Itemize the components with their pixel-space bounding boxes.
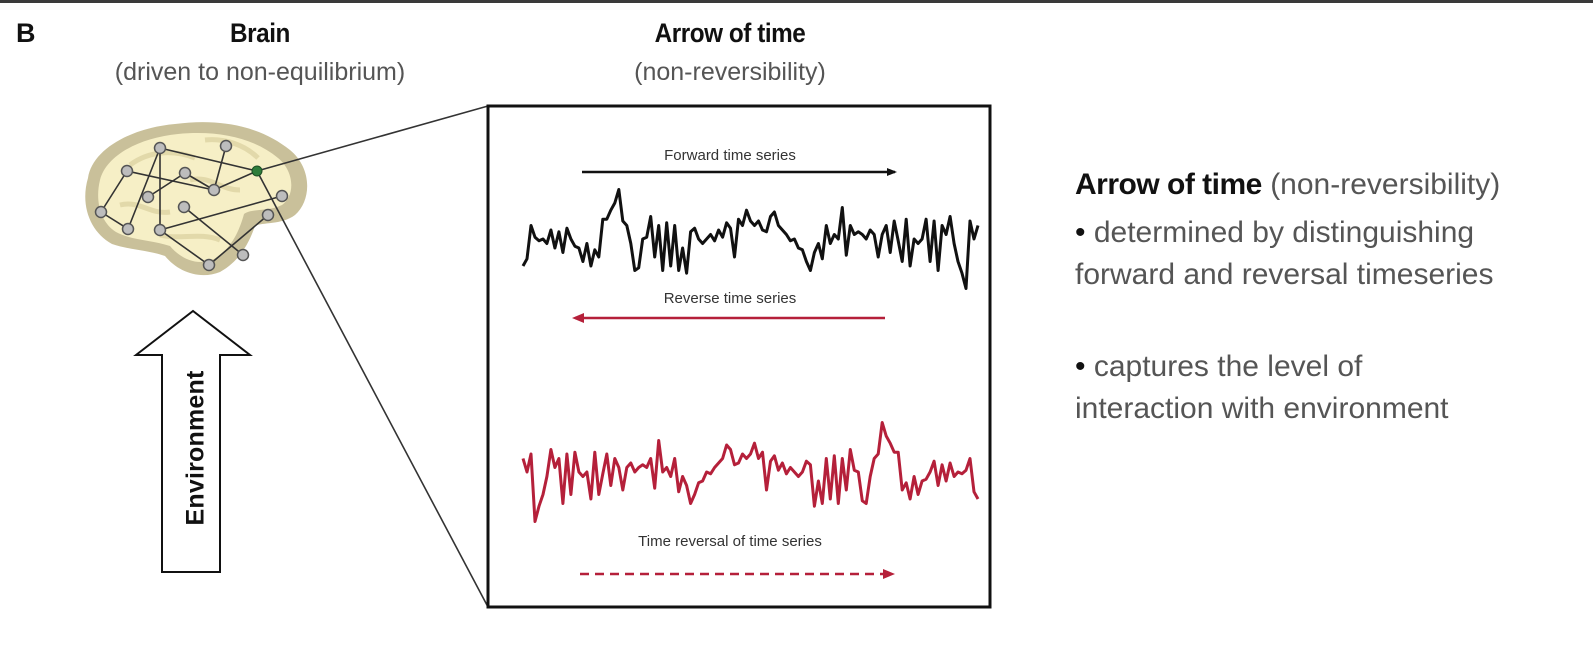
- network-node: [207, 183, 221, 197]
- bullet-1-line-2: forward and reversal timeseries: [1075, 258, 1494, 291]
- environment-arrow: [133, 309, 253, 573]
- network-node: [153, 223, 167, 237]
- network-node: [120, 164, 134, 178]
- explanation-bullet-2: • captures the level of interaction with…: [1075, 346, 1449, 430]
- arrow-of-time-title: Arrow of time: [654, 18, 806, 48]
- time-reversed-series-line: [521, 421, 980, 523]
- brain-network-edges: [100, 105, 489, 608]
- bullet-2-line-1: captures the level of: [1085, 350, 1363, 383]
- arrow-of-time-subtitle: (non-reversibility): [634, 58, 826, 86]
- bullet-2-line-2: interaction with environment: [1075, 392, 1449, 425]
- explanation-bullet-1: • determined by distinguishing forward a…: [1075, 212, 1494, 296]
- network-node: [177, 200, 191, 214]
- forward-time-series-line: [521, 188, 980, 290]
- explanation-heading-bold: Arrow of time: [1075, 168, 1262, 201]
- brain-network-nodes: [94, 139, 289, 272]
- network-node: [153, 141, 167, 155]
- explanation-heading: Arrow of time (non-reversibility): [1075, 168, 1500, 202]
- bullet-1-line-1: determined by distinguishing: [1085, 216, 1475, 249]
- network-node: [121, 222, 135, 236]
- network-node: [202, 258, 216, 272]
- brain-title: Brain: [230, 18, 290, 48]
- time-reversal-label: Time reversal of time series: [638, 533, 822, 550]
- zoom-box: [486, 104, 992, 609]
- network-node: [236, 248, 250, 262]
- network-node: [141, 190, 155, 204]
- bullet-icon: •: [1075, 350, 1086, 383]
- network-node: [178, 166, 192, 180]
- network-node: [94, 205, 108, 219]
- network-node: [219, 139, 233, 153]
- reverse-time-series-label: Reverse time series: [663, 290, 797, 307]
- panel-label: B: [16, 18, 36, 48]
- highlighted-network-node: [251, 165, 263, 177]
- environment-label: Environment: [181, 370, 210, 526]
- forward-time-series-label: Forward time series: [664, 147, 796, 164]
- network-node: [261, 208, 275, 222]
- brain-illustration: [85, 122, 308, 276]
- top-border: [0, 0, 1593, 3]
- bullet-icon: •: [1075, 216, 1086, 249]
- brain-inner: [98, 133, 292, 263]
- explanation-heading-rest: (non-reversibility): [1261, 168, 1501, 201]
- brain-subtitle: (driven to non-equilibrium): [114, 58, 406, 86]
- network-node: [275, 189, 289, 203]
